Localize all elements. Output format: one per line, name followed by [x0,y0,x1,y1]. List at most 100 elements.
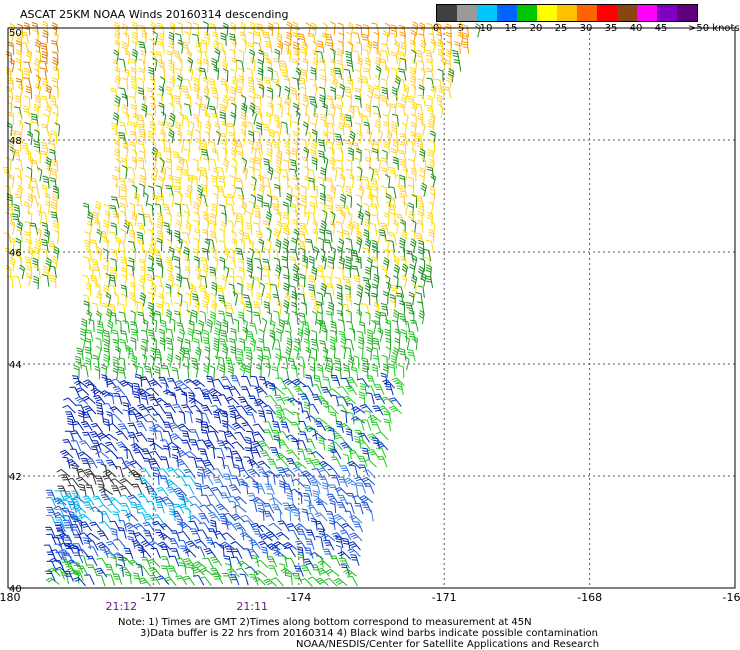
wind-barb [392,156,399,170]
wind-barb [288,504,301,514]
wind-barb [34,238,41,253]
wind-barb [201,247,209,261]
wind-barb [224,545,235,558]
wind-barb [253,311,262,324]
wind-barb [277,40,284,55]
wind-barb [416,49,424,63]
latitude-tick-label: 48 [9,136,22,147]
wind-barb [410,167,417,182]
wind-barb [399,300,405,314]
wind-barb [210,274,217,288]
wind-barb [326,364,333,379]
wind-barb [145,485,158,496]
wind-barb [362,364,369,379]
wind-barb [212,411,222,424]
wind-barb [316,567,330,577]
wind-barb [35,149,41,164]
wind-barb [165,486,179,497]
wind-barb [150,102,156,117]
wind-barb [353,355,360,369]
wind-barb [359,403,373,413]
wind-barb [130,321,139,334]
wind-barb [122,32,129,46]
wind-barb [403,84,410,99]
wind-barb [152,30,158,46]
wind-barb [99,230,108,243]
wind-barb [380,185,388,199]
wind-barb [216,440,228,451]
wind-barb [273,310,281,324]
wind-barb [227,365,234,380]
wind-barb [163,301,171,315]
wind-barb [286,492,294,506]
wind-barb [113,21,120,36]
wind-barb [196,192,203,208]
wind-barb [408,176,415,190]
wind-barb [345,428,353,441]
wind-barb [62,404,76,414]
wind-barb [154,365,161,380]
wind-barb [316,292,324,306]
wind-barb [122,139,129,154]
wind-barb [151,520,165,531]
wind-barb [200,404,213,416]
wind-barb [121,164,128,179]
wind-barb [266,147,273,163]
wind-barb [253,570,268,578]
wind-barb [294,338,301,352]
wind-barb [193,337,200,352]
wind-barb [367,84,375,100]
wind-barb [190,503,204,513]
wind-barb [241,422,254,432]
wind-barb [90,422,103,433]
wind-barb [330,211,336,226]
wind-barb [240,128,247,144]
wind-barb [219,256,226,271]
wind-barb [210,175,218,189]
wind-barb [165,292,173,305]
wind-barb [116,457,128,468]
wind-barb [176,21,183,36]
wind-barb [384,65,390,80]
wind-barb [393,275,399,290]
wind-barb [170,530,181,542]
legend-swatch [557,5,577,21]
wind-barb [130,104,137,118]
wind-barb [361,357,370,371]
wind-barb [264,40,273,54]
wind-barb [281,175,289,189]
wind-barb [267,22,274,37]
wind-barb [133,191,140,207]
wind-barb [84,574,95,585]
wind-barb [255,559,269,569]
wind-barb [235,247,244,261]
wind-barb [169,422,182,432]
wind-barb [254,258,263,270]
wind-barb [258,183,265,199]
wind-barb [255,483,266,495]
wind-barb [329,499,337,514]
wind-barb [143,213,153,226]
wind-barb [390,355,397,369]
wind-barb [298,33,307,46]
wind-barb [230,147,238,162]
wind-barb [187,173,194,189]
wind-barb [208,158,218,171]
wind-barb [17,68,23,82]
wind-barb [328,484,340,496]
wind-barb [443,86,452,99]
wind-barb [316,311,324,325]
wind-barb [251,522,264,533]
wind-barb [367,414,382,423]
wind-barb [112,573,123,585]
wind-barb [251,176,257,191]
wind-barb [245,436,253,450]
wind-barb [311,129,318,143]
wind-barb [145,274,154,287]
wind-barb [223,246,230,262]
wind-barb [148,574,161,586]
wind-barb [319,183,326,198]
wind-barb [196,94,202,109]
wind-barb [262,472,269,486]
wind-barb [272,293,281,307]
